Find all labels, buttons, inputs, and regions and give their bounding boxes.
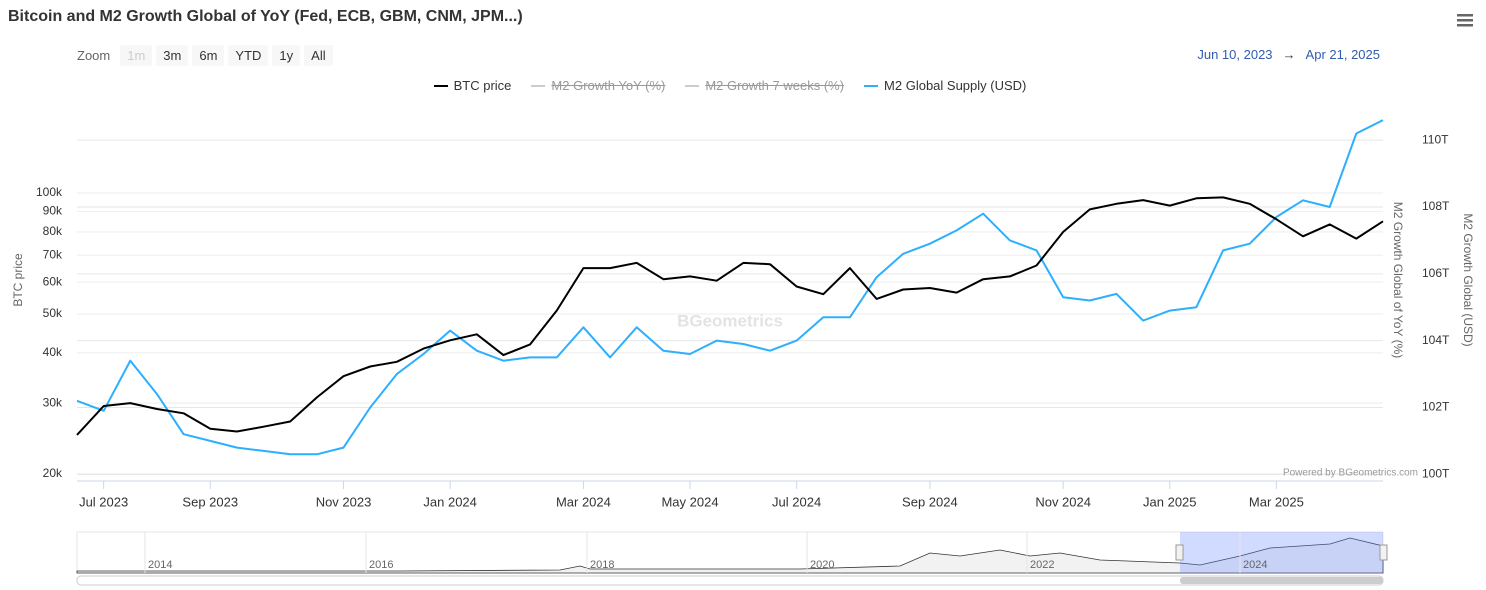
navigator-label: 2016	[369, 559, 393, 571]
scrollbar-thumb[interactable]	[1180, 577, 1383, 584]
legend: BTC price M2 Growth YoY (%) M2 Growth 7 we…	[77, 78, 1383, 93]
x-tick-label: Jan 2024	[423, 494, 477, 509]
range-to[interactable]: Apr 21, 2025	[1305, 47, 1380, 62]
navigator-handle[interactable]	[1379, 544, 1388, 561]
zoom-button[interactable]: All	[304, 45, 333, 66]
x-tick-label: Jul 2023	[79, 494, 128, 509]
navigator-label: 2024	[1243, 559, 1267, 571]
legend-label: M2 Growth YoY (%)	[551, 78, 666, 93]
navigator-label: 2020	[810, 559, 834, 571]
series-line	[76, 196, 1384, 436]
y2-tick-label: 110T	[1422, 132, 1449, 146]
navigator-handle[interactable]	[1175, 544, 1184, 561]
x-tick-label: Jan 2025	[1143, 494, 1197, 509]
y-tick-label: 20k	[43, 466, 63, 480]
series-line	[76, 119, 1384, 456]
legend-item[interactable]: M2 Growth 7 weeks (%)	[685, 78, 844, 93]
x-tick-label: Mar 2025	[1249, 494, 1304, 509]
range-from[interactable]: Jun 10, 2023	[1197, 47, 1273, 62]
zoom-button[interactable]: 6m	[192, 45, 225, 66]
zoom-button[interactable]: YTD	[228, 45, 269, 66]
legend-symbol	[864, 84, 879, 87]
y2-tick-label: 102T	[1422, 400, 1450, 414]
zoom-button[interactable]: 1m	[120, 45, 153, 66]
x-tick-label: Nov 2023	[316, 494, 372, 509]
y-tick-label: 70k	[43, 247, 63, 261]
y-axis-title: BTC price	[11, 253, 25, 307]
menu-button[interactable]	[1456, 12, 1474, 28]
zoom-label: Zoom	[77, 48, 111, 63]
y2-tick-label: 108T	[1422, 199, 1450, 213]
legend-item[interactable]: M2 Global Supply (USD)	[864, 78, 1026, 93]
legend-label: M2 Global Supply (USD)	[884, 78, 1027, 93]
legend-symbol	[685, 84, 700, 87]
x-tick-label: Mar 2024	[556, 494, 611, 509]
zoom-bar: Zoom 1m 3m 6m YTD 1y All	[77, 45, 333, 66]
zoom-button[interactable]: 3m	[156, 45, 189, 66]
zoom-button[interactable]: 1y	[272, 45, 301, 66]
x-tick-label: Nov 2024	[1035, 494, 1091, 509]
date-range: Jun 10, 2023 → Apr 21, 2025	[1197, 47, 1380, 62]
y-mid-axis-title: M2 Growth Global of YoY (%)	[1391, 202, 1405, 359]
y-tick-label: 40k	[43, 345, 63, 359]
y-tick-label: 90k	[43, 204, 63, 218]
x-tick-label: Sep 2024	[902, 494, 958, 509]
legend-label: M2 Growth 7 weeks (%)	[705, 78, 845, 93]
navigator-label: 2018	[590, 559, 614, 571]
x-tick-label: Jul 2024	[772, 494, 821, 509]
y2-tick-label: 100T	[1422, 466, 1450, 480]
navigator-mask[interactable]	[1180, 532, 1383, 573]
navigator-label: 2014	[148, 559, 172, 571]
range-arrow: →	[1282, 47, 1296, 62]
y-tick-label: 80k	[43, 224, 63, 238]
watermark: BGeometrics	[677, 311, 783, 330]
legend-item[interactable]: M2 Growth YoY (%)	[531, 78, 665, 93]
y2-tick-label: 106T	[1422, 266, 1450, 280]
y-tick-label: 100k	[36, 185, 63, 199]
legend-label: BTC price	[453, 78, 512, 93]
y2-axis-title: M2 Growth Global (USD)	[1461, 213, 1475, 346]
y-tick-label: 60k	[43, 274, 63, 288]
grid	[77, 139, 1383, 475]
y2-tick-label: 104T	[1422, 333, 1450, 347]
x-tick-label: May 2024	[661, 494, 718, 509]
x-tick-label: Sep 2023	[182, 494, 238, 509]
navigator-label: 2022	[1030, 559, 1054, 571]
legend-symbol	[531, 84, 546, 87]
legend-symbol	[433, 84, 448, 87]
legend-item[interactable]: BTC price	[433, 78, 512, 93]
credits[interactable]: Powered by BGeometrics.com	[1283, 468, 1418, 479]
chart-title: Bitcoin and M2 Growth Global of YoY (Fed…	[8, 8, 523, 25]
y-tick-label: 50k	[43, 306, 63, 320]
y-tick-label: 30k	[43, 395, 63, 409]
